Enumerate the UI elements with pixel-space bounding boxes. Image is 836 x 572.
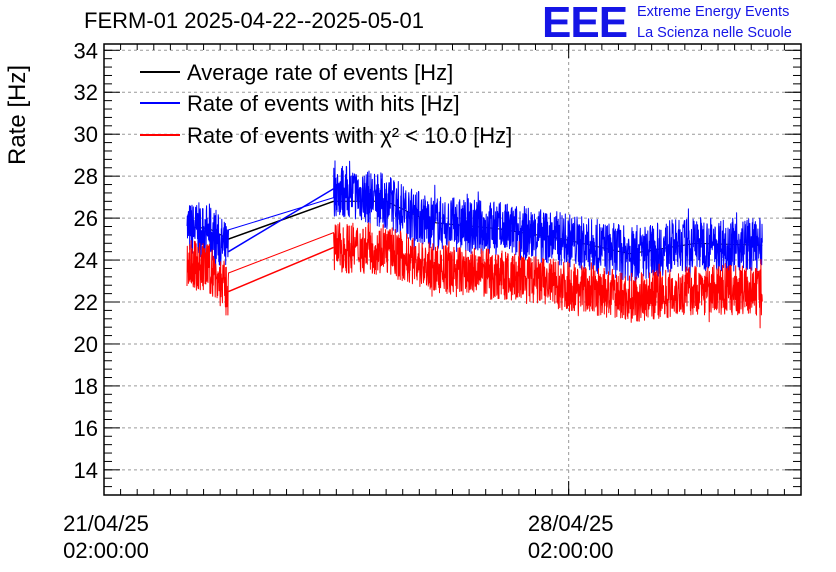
x-tick-date-label: 28/04/25	[528, 511, 614, 536]
logo-line-1: Extreme Energy Events	[637, 4, 790, 20]
series-chi2-gap-connector	[228, 246, 334, 293]
x-tick-time-label: 02:00:00	[63, 538, 149, 563]
series-chi2-line	[186, 222, 763, 329]
y-tick-label: 16	[74, 416, 98, 441]
y-tick-label: 32	[74, 80, 98, 105]
x-tick-time-label: 02:00:00	[528, 538, 614, 563]
y-tick-label: 24	[74, 248, 98, 273]
series-hits-gap-connector	[228, 188, 334, 253]
y-tick-label: 34	[74, 38, 98, 63]
y-tick-label: 20	[74, 332, 98, 357]
plot-frame	[103, 43, 802, 496]
x-tick-date-label: 21/04/25	[63, 511, 149, 536]
y-tick-label: 28	[74, 164, 98, 189]
legend-entry: Rate of events with χ² < 10.0 [Hz]	[187, 123, 512, 148]
eee-logo: EEE	[542, 0, 628, 47]
y-tick-label: 22	[74, 290, 98, 315]
y-tick-label: 18	[74, 374, 98, 399]
y-tick-label: 14	[74, 458, 98, 483]
legend-entry: Average rate of events [Hz]	[187, 60, 453, 85]
y-tick-label: 30	[74, 122, 98, 147]
chart-title: FERM-01 2025-04-22--2025-05-01	[84, 8, 424, 33]
logo-line-2: La Scienza nelle Scuole	[637, 25, 792, 41]
legend-entry: Rate of events with hits [Hz]	[187, 91, 460, 116]
y-tick-label: 26	[74, 206, 98, 231]
series-hits-line	[186, 160, 763, 284]
